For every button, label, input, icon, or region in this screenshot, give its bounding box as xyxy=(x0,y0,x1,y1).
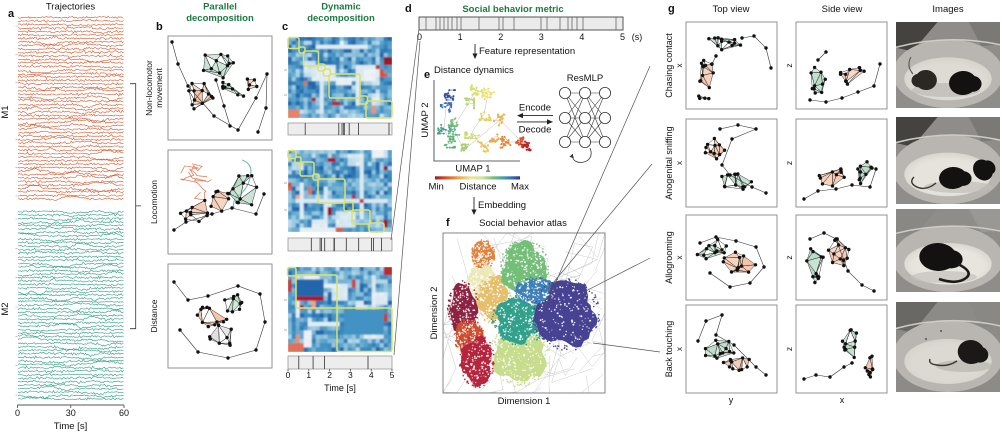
svg-text:Non-locomotor: Non-locomotor xyxy=(144,60,154,116)
svg-text:x: x xyxy=(840,395,845,405)
svg-text:Decode: Decode xyxy=(519,125,552,136)
svg-text:1: 1 xyxy=(458,32,463,42)
svg-text:0: 0 xyxy=(15,408,20,418)
svg-text:Embedding: Embedding xyxy=(478,200,526,211)
svg-text:ResMLP: ResMLP xyxy=(567,73,603,84)
svg-text:Dimension 1: Dimension 1 xyxy=(498,396,551,407)
svg-text:Side view: Side view xyxy=(822,4,863,15)
svg-text:3: 3 xyxy=(348,370,353,380)
svg-text:z: z xyxy=(784,161,794,165)
svg-text:Distance dynamics: Distance dynamics xyxy=(434,65,514,76)
svg-text:Time [s]: Time [s] xyxy=(324,383,356,393)
svg-text:UMAP 2: UMAP 2 xyxy=(420,102,431,137)
svg-text:UMAP 1: UMAP 1 xyxy=(455,164,490,175)
svg-text:M2: M2 xyxy=(0,302,11,315)
svg-text:x: x xyxy=(674,255,684,260)
svg-text:Allogrooming: Allogrooming xyxy=(664,231,674,284)
svg-text:decomposition: decomposition xyxy=(186,13,254,24)
svg-text:movement: movement xyxy=(154,68,164,108)
svg-text:e: e xyxy=(424,69,430,81)
svg-text:2: 2 xyxy=(327,370,332,380)
svg-text:c: c xyxy=(282,21,288,33)
svg-text:Images: Images xyxy=(932,4,963,15)
svg-text:b: b xyxy=(156,21,163,33)
svg-text:decomposition: decomposition xyxy=(307,13,375,24)
svg-text:5: 5 xyxy=(620,32,625,42)
svg-text:f: f xyxy=(446,217,450,229)
svg-text:z: z xyxy=(784,255,794,259)
svg-text:(s): (s) xyxy=(632,32,643,42)
svg-text:d: d xyxy=(405,3,412,15)
svg-text:1: 1 xyxy=(306,370,311,380)
svg-text:Distance: Distance xyxy=(460,182,497,193)
svg-text:Parallel: Parallel xyxy=(203,2,237,13)
svg-text:Social behavior atlas: Social behavior atlas xyxy=(479,218,567,229)
svg-text:Distance: Distance xyxy=(149,299,159,332)
svg-text:Locomotion: Locomotion xyxy=(149,180,159,224)
svg-text:Time [s]: Time [s] xyxy=(54,421,87,432)
svg-text:Trajectories: Trajectories xyxy=(46,2,96,13)
svg-text:x: x xyxy=(674,63,684,68)
svg-text:z: z xyxy=(784,347,794,351)
svg-text:Social behavior metric: Social behavior metric xyxy=(462,4,563,15)
svg-text:Anogenital sniffing: Anogenital sniffing xyxy=(664,126,674,199)
svg-text:4: 4 xyxy=(369,370,374,380)
svg-text:Max: Max xyxy=(511,182,529,193)
svg-text:x: x xyxy=(674,160,684,165)
svg-text:x: x xyxy=(674,346,684,351)
svg-text:Top view: Top view xyxy=(713,4,750,15)
svg-text:g: g xyxy=(668,3,675,15)
svg-text:0: 0 xyxy=(286,370,291,380)
svg-text:Feature representation: Feature representation xyxy=(479,46,575,57)
svg-text:Dimension 2: Dimension 2 xyxy=(429,287,440,340)
svg-text:z: z xyxy=(784,63,794,67)
svg-text:0: 0 xyxy=(417,32,422,42)
svg-text:4: 4 xyxy=(579,32,584,42)
svg-text:Chasing contact: Chasing contact xyxy=(664,33,674,98)
svg-text:60: 60 xyxy=(119,408,129,418)
svg-text:5: 5 xyxy=(390,370,395,380)
svg-text:y: y xyxy=(729,395,734,405)
svg-text:2: 2 xyxy=(498,32,503,42)
svg-text:30: 30 xyxy=(66,408,76,418)
svg-text:3: 3 xyxy=(539,32,544,42)
svg-text:Encode: Encode xyxy=(519,103,551,114)
svg-text:Dynamic: Dynamic xyxy=(321,2,361,13)
svg-text:M1: M1 xyxy=(0,105,11,118)
svg-text:Back touching: Back touching xyxy=(664,321,674,378)
svg-text:Min: Min xyxy=(429,182,444,193)
svg-text:a: a xyxy=(8,8,15,20)
